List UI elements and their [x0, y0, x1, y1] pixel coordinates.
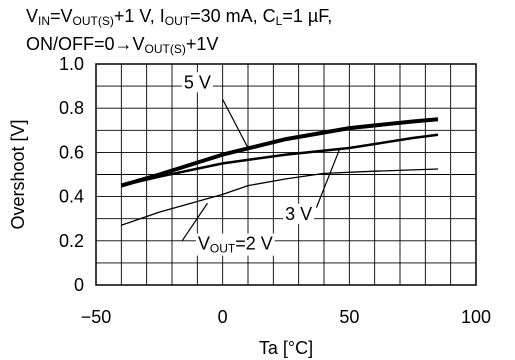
series-lines — [120, 117, 439, 226]
series-label: 5 V — [184, 72, 211, 92]
series-annotations: 5 V 3 V VOUT=2 V — [181, 72, 340, 256]
annotation-leader — [222, 99, 249, 149]
series-line-2 — [121, 133, 439, 187]
y-tick-label: 1.0 — [59, 54, 84, 74]
y-tick-label: 0 — [74, 275, 84, 295]
x-axis-label: Ta [°C] — [259, 338, 313, 358]
y-axis-label: Overshoot [V] — [8, 119, 28, 229]
series-line-3 — [121, 168, 439, 226]
chart-title-line-1: VIN=VOUT(S)+1 V, IOUT=30 mA, CL=1 µF, — [26, 6, 333, 28]
series-line-1 — [120, 117, 439, 188]
y-tick-label: 0.6 — [59, 142, 84, 162]
series-label: VOUT=2 V — [198, 234, 273, 256]
y-tick-label: 0.4 — [59, 187, 84, 207]
y-tick-label: 0.2 — [59, 231, 84, 251]
y-tick-label: 0.8 — [59, 98, 84, 118]
plot-frame — [95, 63, 477, 286]
series-label: 3 V — [285, 204, 312, 224]
x-tick-label: 50 — [339, 307, 359, 327]
x-tick-label: 0 — [218, 307, 228, 327]
series-label-background — [195, 233, 275, 256]
series-label-background — [283, 203, 315, 224]
axis-ticks: −50 0 50 100 0 0.2 0.4 0.6 0.8 1.0 — [59, 54, 491, 327]
x-tick-label: 100 — [461, 307, 491, 327]
annotation-leader — [315, 149, 340, 208]
annotation-leader — [181, 202, 208, 242]
series-label-background — [181, 72, 213, 93]
x-tick-label: −50 — [81, 307, 112, 327]
chart-title-line-2: ON/OFF=0→VOUT(S)+1V — [26, 34, 219, 56]
